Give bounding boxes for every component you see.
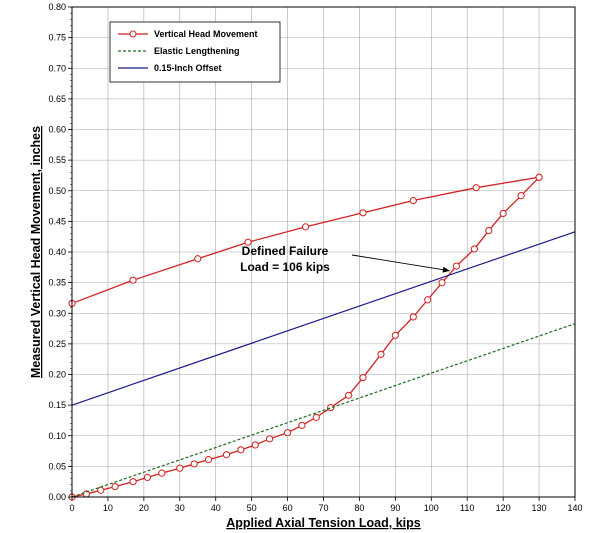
- vertical-head-movement-point: [190, 460, 198, 468]
- y-tick-label: 0.50: [48, 186, 66, 196]
- vertical-head-movement-point: [409, 313, 417, 321]
- vertical-head-movement-point: [194, 255, 202, 263]
- series-layer: [68, 173, 576, 501]
- annotation-arrow-head: [442, 266, 450, 273]
- legend-label-0-15-inch-offset: 0.15-Inch Offset: [154, 63, 222, 73]
- y-tick-label: 0.40: [48, 247, 66, 257]
- x-tick-label: 80: [354, 503, 364, 513]
- vertical-head-movement-point: [409, 196, 417, 205]
- x-tick-label: 0: [69, 503, 74, 513]
- vertical-head-movement-point: [97, 486, 105, 494]
- legend-label-elastic-lengthening: Elastic Lengthening: [154, 46, 240, 56]
- y-tick-label: 0.80: [48, 2, 66, 12]
- x-tick-label: 130: [532, 503, 547, 513]
- y-tick-label: 0.05: [48, 461, 66, 471]
- plot-frame: [71, 6, 576, 498]
- y-tick-label: 0.30: [48, 308, 66, 318]
- vertical-head-movement-point: [143, 473, 152, 481]
- x-axis-title: Applied Axial Tension Load, kips: [226, 516, 421, 530]
- legend-box: [109, 21, 281, 83]
- vertical-head-movement-point: [472, 184, 480, 192]
- x-tick-label: 20: [139, 503, 149, 513]
- vertical-head-movement-point: [377, 350, 385, 358]
- vertical-head-movement-point: [485, 226, 493, 235]
- y-axis-title: Measured Vertical Head Movement, inches: [29, 126, 43, 378]
- x-tick-label: 60: [283, 503, 293, 513]
- vertical-head-movement-point: [222, 451, 231, 459]
- 0-15-inch-offset-line: [71, 231, 576, 406]
- legend: Vertical Head Movement Elastic Lengthenin…: [109, 21, 281, 83]
- vertical-head-movement-point: [204, 456, 213, 464]
- vertical-head-movement-point: [251, 441, 259, 449]
- y-tick-label: 0.20: [48, 370, 66, 380]
- y-tick-label: 0.25: [48, 339, 66, 349]
- vertical-head-movement-point: [391, 331, 399, 339]
- y-tick-label: 0.35: [48, 278, 66, 288]
- y-tick-label: 0.65: [48, 94, 66, 104]
- x-tick-label: 100: [424, 503, 439, 513]
- vertical-head-movement-point: [345, 391, 353, 399]
- vertical-head-movement-point: [470, 245, 478, 253]
- x-tick-label: 50: [247, 503, 257, 513]
- legend-marker-vertical-head-movement: [129, 30, 137, 38]
- vertical-head-movement-point: [499, 209, 507, 218]
- y-tick-label: 0.75: [48, 33, 66, 43]
- y-tick-label: 0.00: [48, 492, 66, 502]
- vertical-head-movement-point: [438, 279, 446, 287]
- elastic-lengthening-line: [71, 323, 576, 498]
- vertical-head-movement-point: [129, 478, 137, 486]
- vertical-head-movement-unloading-line: [71, 176, 540, 305]
- vertical-head-movement-point: [129, 276, 137, 284]
- x-tick-label: 120: [496, 503, 511, 513]
- vertical-head-movement-point: [158, 469, 166, 477]
- vertical-head-movement-point: [327, 403, 335, 412]
- x-tick-label: 70: [318, 503, 328, 513]
- vertical-head-movement-point: [111, 482, 119, 491]
- vertical-head-movement-point: [176, 464, 184, 472]
- vertical-head-movement-point: [312, 413, 320, 421]
- y-tick-label: 0.10: [48, 431, 66, 441]
- annotation-line-2: Load = 106 kips: [240, 260, 330, 274]
- vertical-head-movement-point: [283, 429, 292, 437]
- annotation: Defined Failure Load = 106 kips: [240, 244, 450, 274]
- y-tick-label: 0.60: [48, 125, 66, 135]
- x-tick-label: 140: [567, 503, 582, 513]
- x-tick-label: 90: [390, 503, 400, 513]
- y-tick-label: 0.45: [48, 216, 66, 226]
- annotation-arrow-line: [351, 254, 450, 272]
- vertical-head-movement-point: [298, 421, 306, 429]
- y-tick-label: 0.70: [48, 63, 66, 73]
- legend-items: Vertical Head Movement Elastic Lengthenin…: [118, 29, 258, 73]
- x-tick-label: 40: [211, 503, 221, 513]
- annotation-line-1: Defined Failure: [242, 244, 329, 258]
- vertical-head-movement-point: [424, 296, 432, 304]
- y-tick-label: 0.15: [48, 400, 66, 410]
- vertical-head-movement-point: [359, 373, 367, 382]
- vertical-head-movement-point: [237, 446, 245, 454]
- vertical-head-movement-point: [244, 238, 252, 246]
- vertical-head-movement-point: [452, 262, 461, 270]
- vertical-head-movement-point: [535, 173, 543, 181]
- y-tick-label: 0.55: [48, 155, 66, 165]
- x-tick-label: 110: [460, 503, 474, 513]
- vertical-head-movement-point: [301, 223, 310, 231]
- vertical-head-movement-point: [517, 192, 525, 200]
- x-tick-label: 10: [103, 503, 113, 513]
- grid: [72, 7, 575, 497]
- legend-label-vertical-head-movement: Vertical Head Movement: [154, 29, 258, 39]
- vertical-head-movement-point: [359, 209, 367, 217]
- x-tick-label: 30: [175, 503, 185, 513]
- vertical-head-movement-point: [266, 435, 274, 443]
